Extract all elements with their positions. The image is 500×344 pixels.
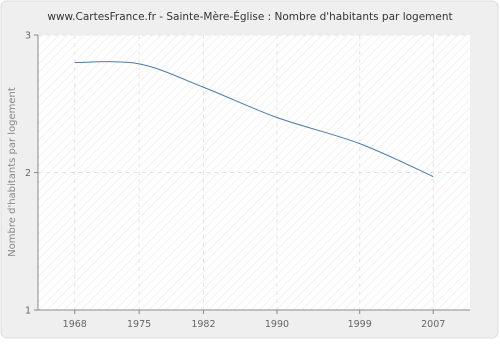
- chart-title: www.CartesFrance.fr - Sainte-Mère-Église…: [47, 10, 452, 23]
- data-line: [74, 61, 434, 178]
- y-tick-label: 2: [25, 168, 31, 179]
- x-tick-label: 1982: [191, 319, 215, 330]
- y-tick-label: 3: [25, 31, 31, 42]
- x-tick-label: 1990: [265, 319, 289, 330]
- x-tick-label: 1968: [63, 319, 87, 330]
- y-tick-label: 1: [25, 306, 31, 317]
- x-tick-label: 2007: [421, 319, 445, 330]
- x-tick-label: 1975: [127, 319, 151, 330]
- y-axis-label: Nombre d'habitants par logement: [7, 87, 18, 257]
- x-tick-label: 1999: [348, 319, 372, 330]
